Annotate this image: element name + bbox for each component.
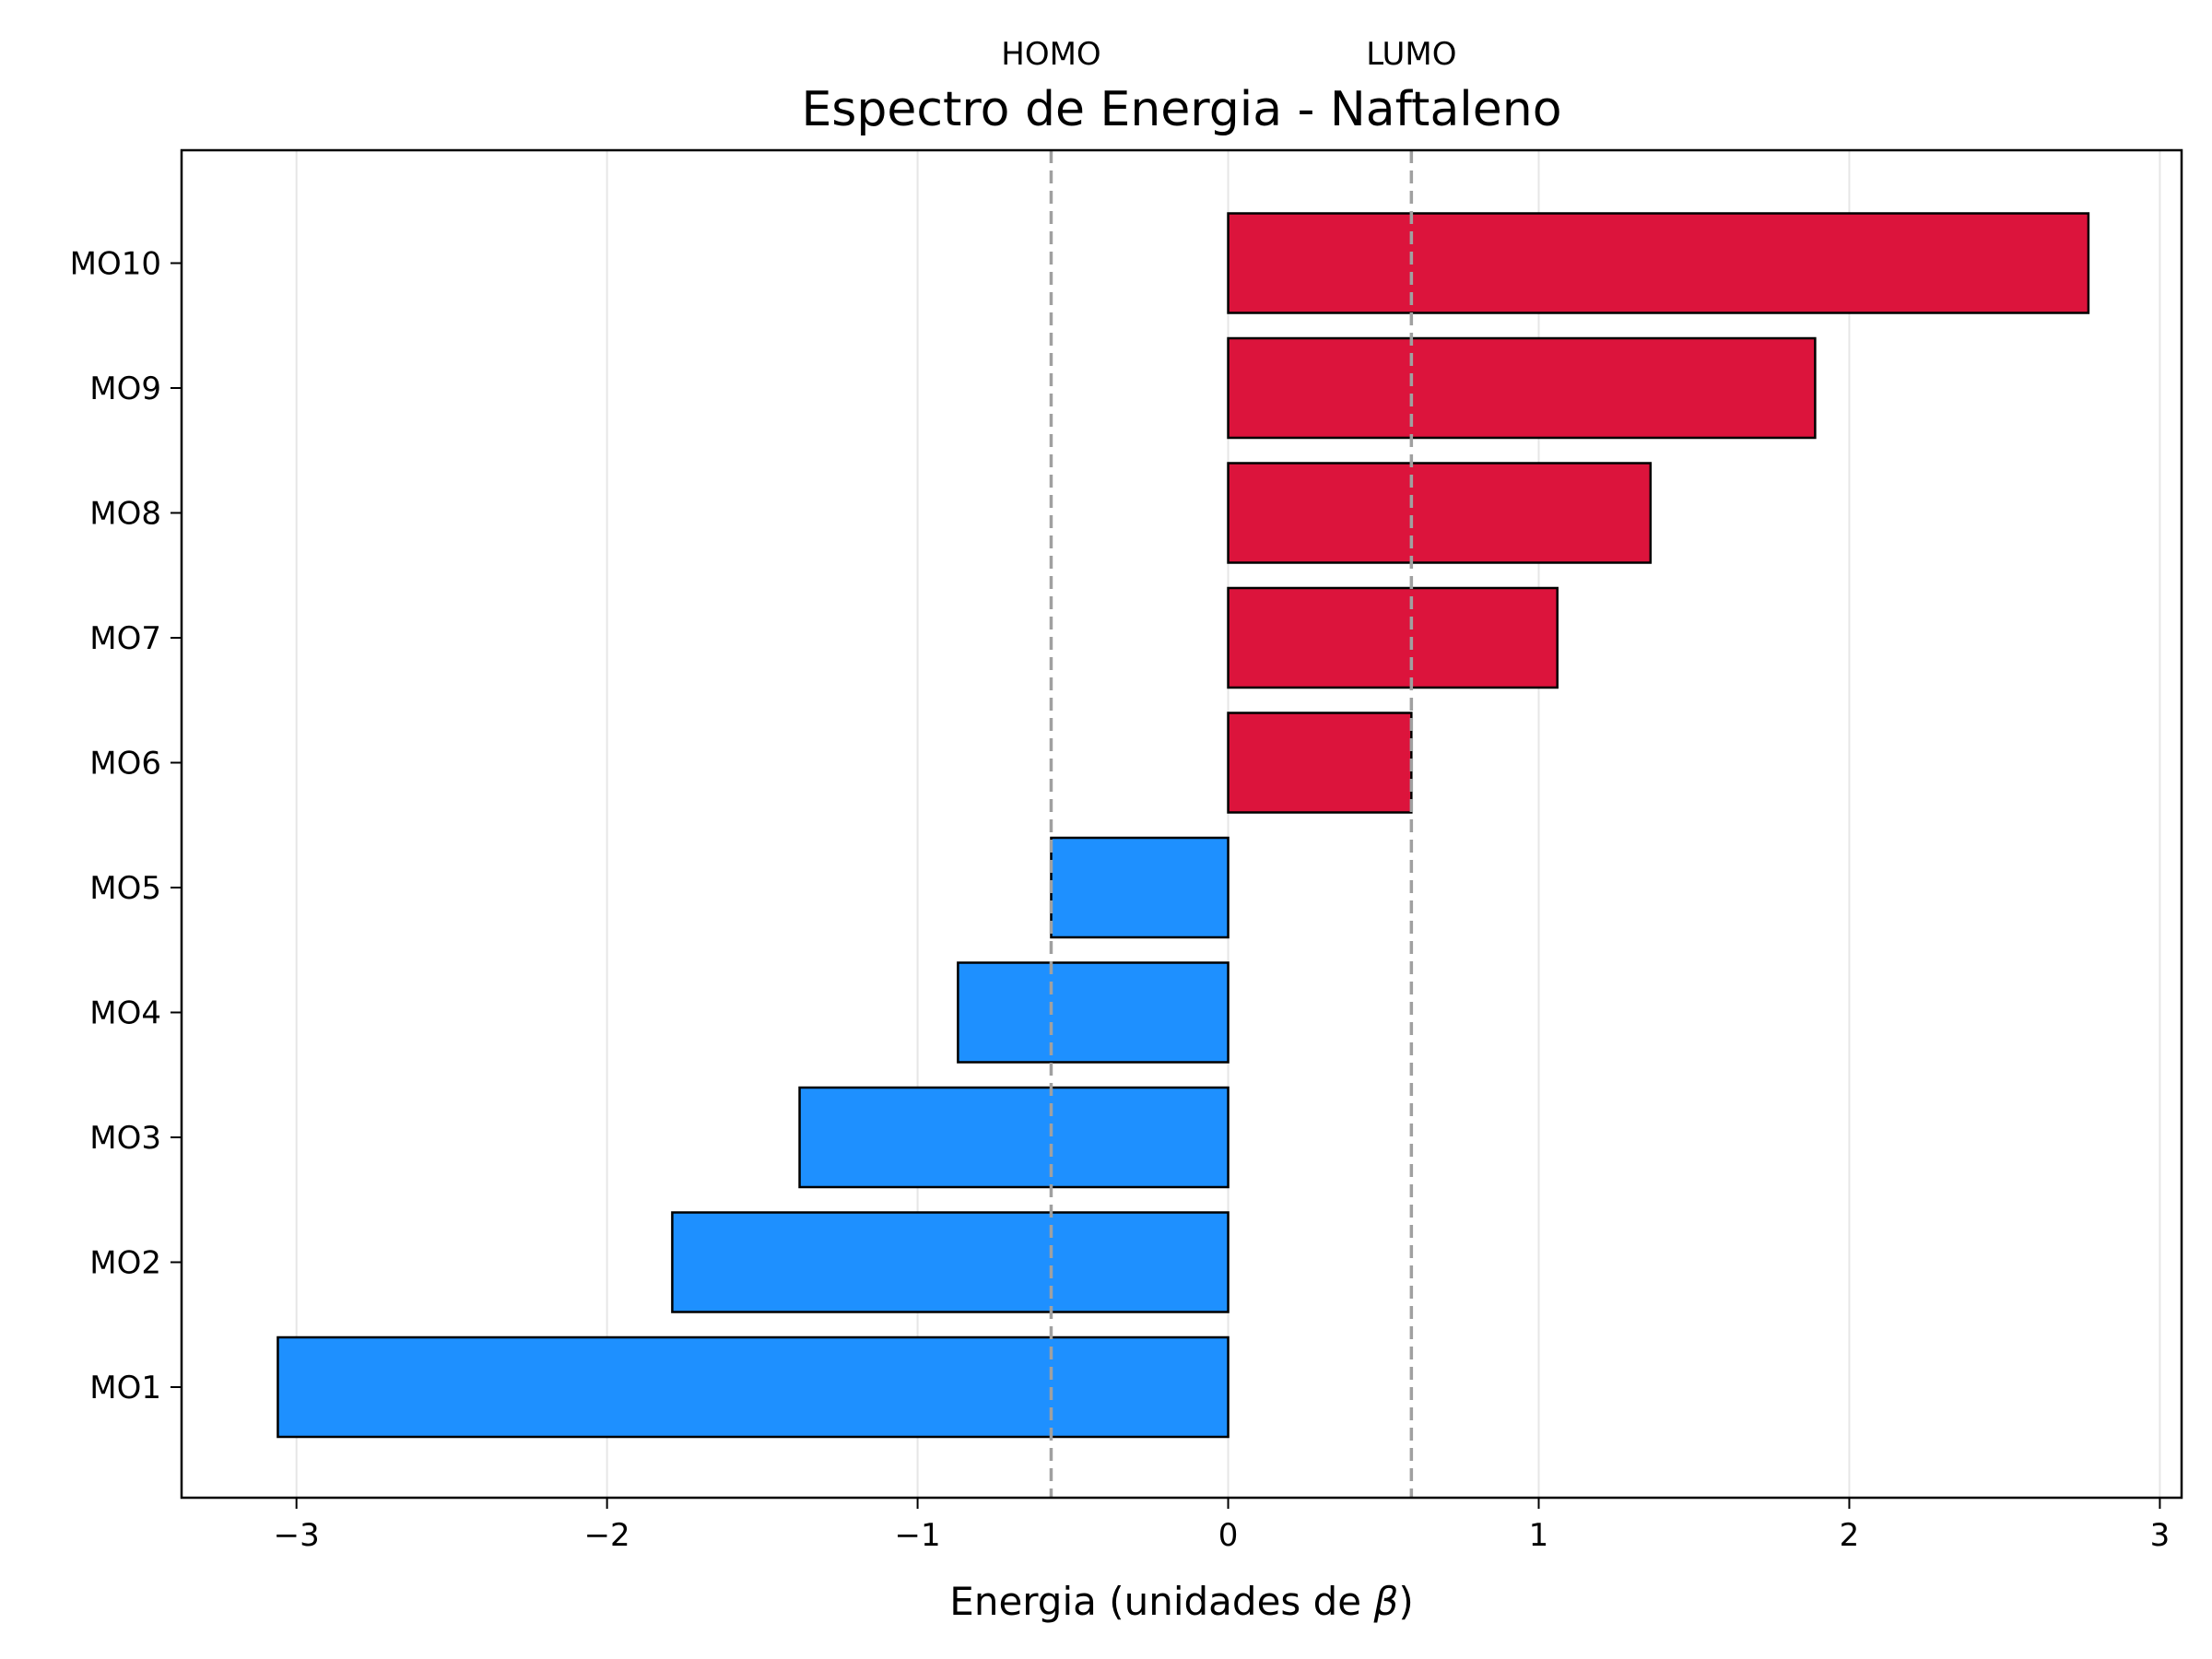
y-tick-label: MO1	[89, 1370, 161, 1406]
x-tick-label: −1	[895, 1517, 941, 1554]
bar-mo8	[1227, 462, 1653, 564]
bar-mo1	[276, 1335, 1230, 1439]
y-tick-label: MO6	[89, 746, 161, 782]
chart-title: Espectro de Energia - Naftaleno	[801, 82, 1561, 137]
x-tick-label: 1	[1529, 1517, 1549, 1554]
x-axis-ticks: −3 −2 −1 0 1 2 3	[274, 1498, 2171, 1554]
x-tick-label: 2	[1840, 1517, 1860, 1554]
bar-mo3	[798, 1086, 1230, 1189]
x-axis-label: Energia (unidades de β)	[949, 1579, 1413, 1624]
y-tick-label: MO2	[89, 1245, 161, 1282]
y-axis-ticks: MO1 MO2 MO3 MO4 MO5 MO6 MO7 MO8 MO9 MO10	[70, 246, 182, 1406]
bar-mo6	[1227, 712, 1413, 814]
bar-mo7	[1227, 586, 1559, 689]
y-tick-label: MO7	[89, 620, 161, 657]
y-tick-label: MO8	[89, 496, 161, 533]
plot-frame	[180, 148, 2183, 1500]
bar-mo2	[671, 1211, 1230, 1313]
x-tick-label: 0	[1218, 1517, 1239, 1554]
reference-lines: HOMO LUMO	[1001, 36, 1456, 1498]
y-tick-label: MO9	[89, 371, 161, 407]
y-tick-label: MO4	[89, 995, 161, 1032]
x-tick-label: −2	[584, 1517, 630, 1554]
reference-label-homo: HOMO	[1001, 36, 1100, 73]
bar-mo9	[1227, 336, 1817, 440]
bar-mo10	[1227, 212, 2090, 314]
bar-mo4	[957, 961, 1230, 1064]
reference-label-lumo: LUMO	[1366, 36, 1456, 73]
bars	[276, 212, 2090, 1439]
y-tick-label: MO5	[89, 870, 161, 907]
y-tick-label: MO10	[70, 246, 161, 283]
bar-mo5	[1050, 836, 1230, 939]
y-tick-label: MO3	[89, 1120, 161, 1157]
x-tick-label: −3	[274, 1517, 320, 1554]
x-tick-label: 3	[2150, 1517, 2171, 1554]
